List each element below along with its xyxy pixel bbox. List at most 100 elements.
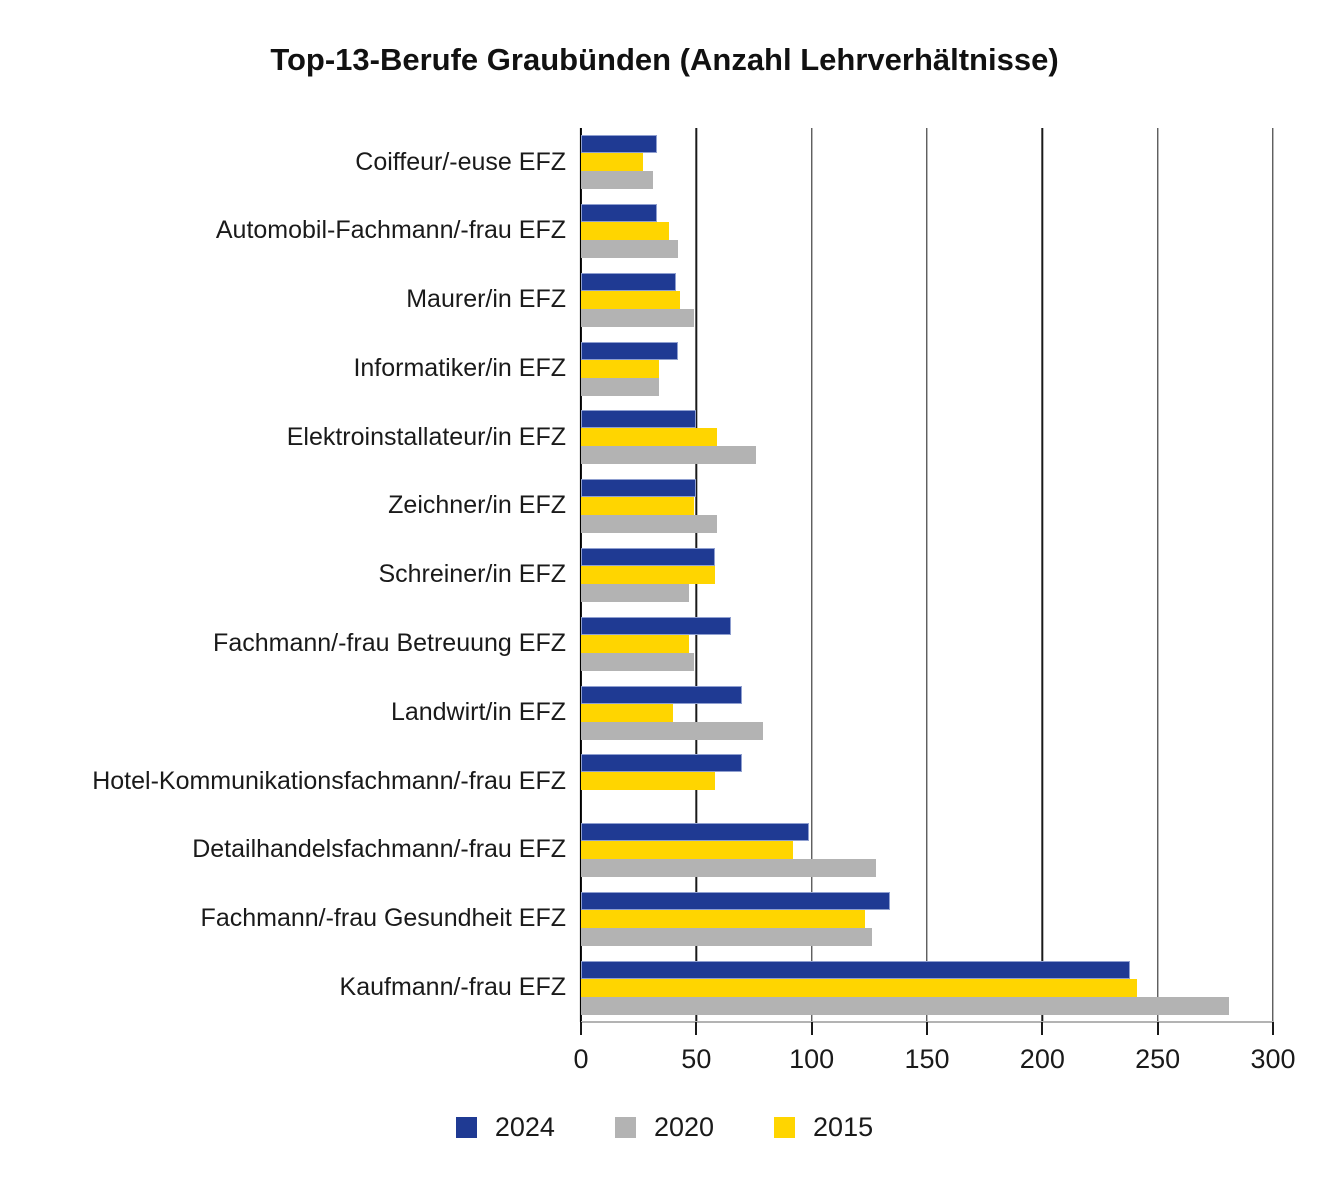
bar-2015 xyxy=(581,772,715,791)
bar-2024 xyxy=(581,754,743,773)
x-tick-label: 150 xyxy=(904,1044,950,1074)
chart-row: Coiffeur/-euse EFZ xyxy=(0,128,1329,197)
bar-2020 xyxy=(581,308,695,327)
category-label: Hotel-Kommunikationsfachmann/-frau EFZ xyxy=(92,766,566,795)
bar-2020 xyxy=(581,377,660,396)
bar-2020 xyxy=(581,240,678,259)
legend-swatch-2024 xyxy=(455,1117,477,1138)
bar-group xyxy=(581,547,1273,602)
bar-2020 xyxy=(581,859,877,878)
category-label: Fachmann/-frau Betreuung EFZ xyxy=(213,628,566,657)
legend-item-2015: 2015 xyxy=(774,1112,873,1143)
bar-group xyxy=(581,960,1273,1015)
chart-row: Elektroinstallateur/in EFZ xyxy=(0,403,1329,472)
bar-group xyxy=(581,479,1273,534)
bar-2020 xyxy=(581,515,718,534)
x-tick-label: 0 xyxy=(573,1044,589,1074)
chart-row: Hotel-Kommunikationsfachmann/-frau EFZ xyxy=(0,747,1329,816)
chart-row: Maurer/in EFZ xyxy=(0,266,1329,335)
bar-2015 xyxy=(581,841,794,860)
legend-item-2024: 2024 xyxy=(455,1112,555,1143)
x-tick-mark xyxy=(1156,1022,1159,1035)
bar-2024 xyxy=(581,341,678,360)
bar-2015 xyxy=(581,565,715,584)
chart-row: Zeichner/in EFZ xyxy=(0,472,1329,541)
bar-2024 xyxy=(581,272,676,291)
x-tick-label: 250 xyxy=(1135,1044,1181,1074)
bar-2020 xyxy=(581,652,695,671)
bar-group xyxy=(581,135,1273,190)
bar-group xyxy=(581,823,1273,878)
bar-group xyxy=(581,410,1273,465)
gridline xyxy=(926,128,928,1022)
bar-2024 xyxy=(581,685,743,704)
bar-group xyxy=(581,754,1273,808)
bar-2020 xyxy=(581,446,757,465)
x-tick-mark xyxy=(695,1022,698,1035)
x-tick-label: 200 xyxy=(1019,1044,1065,1074)
category-label: Kaufmann/-frau EFZ xyxy=(339,972,566,1001)
gridline xyxy=(1272,128,1274,1022)
chart-title: Top-13-Berufe Graubünden (Anzahl Lehrver… xyxy=(270,42,1059,77)
x-tick-label: 100 xyxy=(789,1044,835,1074)
chart-row: Automobil-Fachmann/-frau EFZ xyxy=(0,197,1329,266)
bar-group xyxy=(581,685,1273,740)
bar-2015 xyxy=(581,703,674,722)
bar-group xyxy=(581,341,1273,396)
x-tick-label: 50 xyxy=(681,1044,712,1074)
gridline xyxy=(1041,128,1044,1022)
category-label: Fachmann/-frau Gesundheit EFZ xyxy=(200,904,566,933)
bar-2020 xyxy=(581,721,764,740)
chart-row: Fachmann/-frau Gesundheit EFZ xyxy=(0,884,1329,953)
legend-swatch-2020 xyxy=(614,1117,636,1138)
chart-row: Informatiker/in EFZ xyxy=(0,334,1329,403)
bar-2024 xyxy=(581,204,658,223)
chart-row: Kaufmann/-frau EFZ xyxy=(0,953,1329,1022)
category-label: Informatiker/in EFZ xyxy=(353,353,566,382)
bar-2015 xyxy=(581,634,690,653)
bar-2020 xyxy=(581,171,653,190)
legend-item-2020: 2020 xyxy=(614,1112,715,1143)
category-label: Automobil-Fachmann/-frau EFZ xyxy=(215,216,566,245)
bar-2015 xyxy=(581,153,644,172)
bar-2024 xyxy=(581,960,1130,979)
bar-2024 xyxy=(581,616,731,635)
bar-2024 xyxy=(581,891,891,910)
bar-group xyxy=(581,891,1273,946)
rows: Coiffeur/-euse EFZ Automobil-Fachmann/-fr… xyxy=(0,128,1329,1022)
x-tick-mark xyxy=(580,1022,582,1035)
legend-label-2020: 2020 xyxy=(653,1112,715,1142)
category-label: Maurer/in EFZ xyxy=(406,285,566,314)
legend-swatch-2015 xyxy=(774,1117,796,1138)
bar-group xyxy=(581,204,1273,259)
bar-2024 xyxy=(581,410,697,429)
bar-2015 xyxy=(581,222,669,241)
bar-2020 xyxy=(581,583,690,602)
legend: 2024 2020 2015 xyxy=(0,1112,1329,1143)
x-tick-mark xyxy=(1041,1022,1044,1035)
bar-2015 xyxy=(581,428,718,447)
x-tick-label: 300 xyxy=(1250,1044,1296,1074)
chart-row: Detailhandelsfachmann/-frau EFZ xyxy=(0,816,1329,885)
category-label: Zeichner/in EFZ xyxy=(388,491,566,520)
bar-group xyxy=(581,616,1273,671)
bar-2015 xyxy=(581,497,695,516)
x-tick-mark xyxy=(926,1022,928,1035)
category-label: Landwirt/in EFZ xyxy=(390,697,566,726)
gridline xyxy=(1156,128,1159,1022)
bar-group xyxy=(581,272,1273,327)
legend-label-2024: 2024 xyxy=(494,1112,555,1142)
x-tick-mark xyxy=(1272,1022,1274,1035)
bar-2024 xyxy=(581,547,715,566)
gridline xyxy=(810,128,813,1022)
chart-row: Landwirt/in EFZ xyxy=(0,678,1329,747)
category-label: Coiffeur/-euse EFZ xyxy=(355,147,566,176)
bar-2015 xyxy=(581,909,865,928)
bar-2015 xyxy=(581,290,681,309)
category-label: Schreiner/in EFZ xyxy=(378,560,566,589)
category-label: Elektroinstallateur/in EFZ xyxy=(286,422,566,451)
bar-2020 xyxy=(581,996,1230,1015)
bar-2024 xyxy=(581,479,697,498)
legend-label-2015: 2015 xyxy=(813,1112,874,1142)
